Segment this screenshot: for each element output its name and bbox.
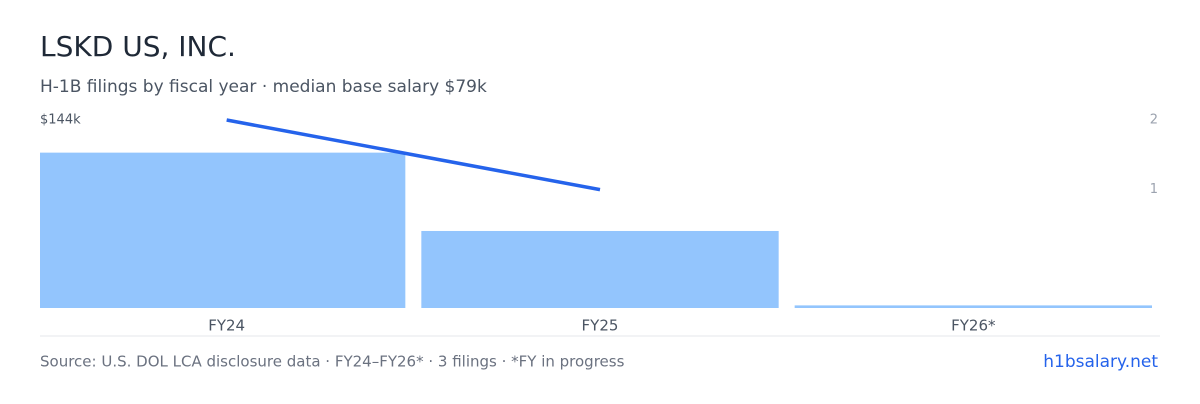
y2-tick-label: 1: [1150, 182, 1158, 197]
x-tick-label: FY24: [208, 317, 245, 335]
bar: [40, 152, 406, 308]
bar: [794, 305, 1152, 308]
y-tick-label: $144k: [40, 113, 81, 128]
line: [226, 118, 601, 192]
x-tick-label: FY25: [582, 317, 619, 335]
site-link[interactable]: h1bsalary.net: [1043, 352, 1158, 372]
source-note: Source: U.S. DOL LCA disclosure data · F…: [40, 353, 625, 371]
chart-title: LSKD US, INC.: [40, 30, 236, 63]
bar: [421, 230, 779, 308]
x-tick-label: FY26*: [951, 317, 996, 335]
y2-tick-label: 2: [1150, 113, 1158, 128]
chart-subtitle: H-1B filings by fiscal year · median bas…: [40, 77, 487, 97]
